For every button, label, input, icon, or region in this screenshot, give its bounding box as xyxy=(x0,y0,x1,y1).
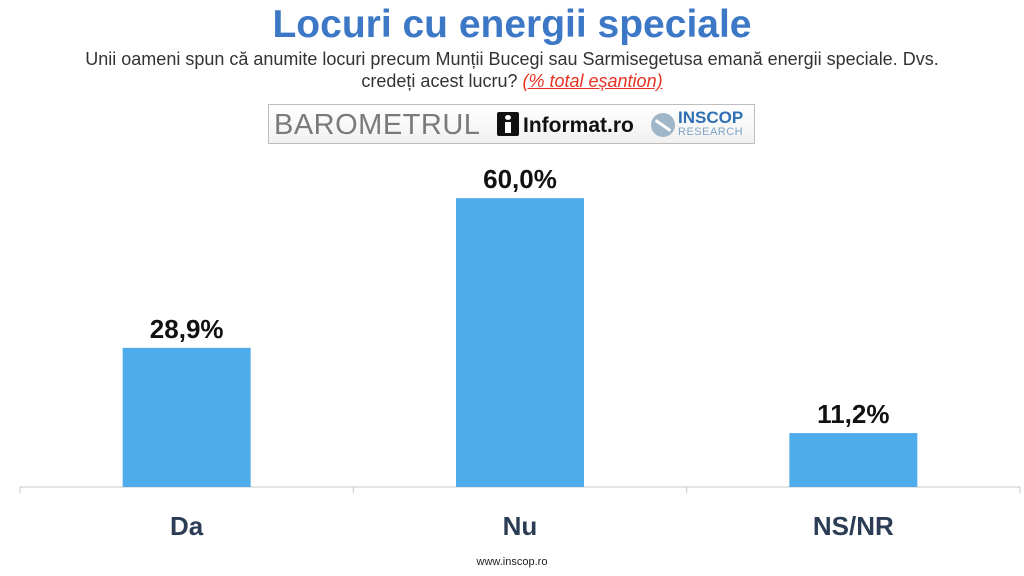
footer-url: www.inscop.ro xyxy=(476,556,548,568)
subtitle-note: (% total eșantion) xyxy=(522,71,663,91)
chart-title: Locuri cu energii speciale xyxy=(272,3,752,46)
informat-logo-icon xyxy=(497,112,519,136)
data-label-3: 11,2% xyxy=(817,399,889,429)
subtitle-question: Unii oameni spun că anumite locuri precu… xyxy=(85,49,939,91)
chart-subtitle: Unii oameni spun că anumite locuri precu… xyxy=(60,48,964,92)
category-label-2: Nu xyxy=(503,511,538,541)
data-label-1: 28,9% xyxy=(150,314,224,344)
data-label-2: 60,0% xyxy=(483,164,557,194)
bar-chart: 28,9% Da 60,0% Nu 11,2% NS/NR xyxy=(19,164,1021,541)
barometru-logo-text: BAROMETRUL xyxy=(274,109,481,141)
category-label-1: Da xyxy=(170,511,204,541)
inscop-logo-icon xyxy=(651,113,675,137)
inscop-logo-text: INSCOP xyxy=(678,108,744,127)
sponsor-banner: BAROMETRUL Informat.ro INSCOP RESEARCH xyxy=(268,104,755,144)
bar-1 xyxy=(122,347,251,487)
bar-2 xyxy=(456,198,584,487)
category-label-3: NS/NR xyxy=(813,511,894,541)
bar-3 xyxy=(789,433,918,487)
inscop-research-text: RESEARCH xyxy=(678,126,744,138)
informat-logo-text: Informat.ro xyxy=(523,114,634,137)
